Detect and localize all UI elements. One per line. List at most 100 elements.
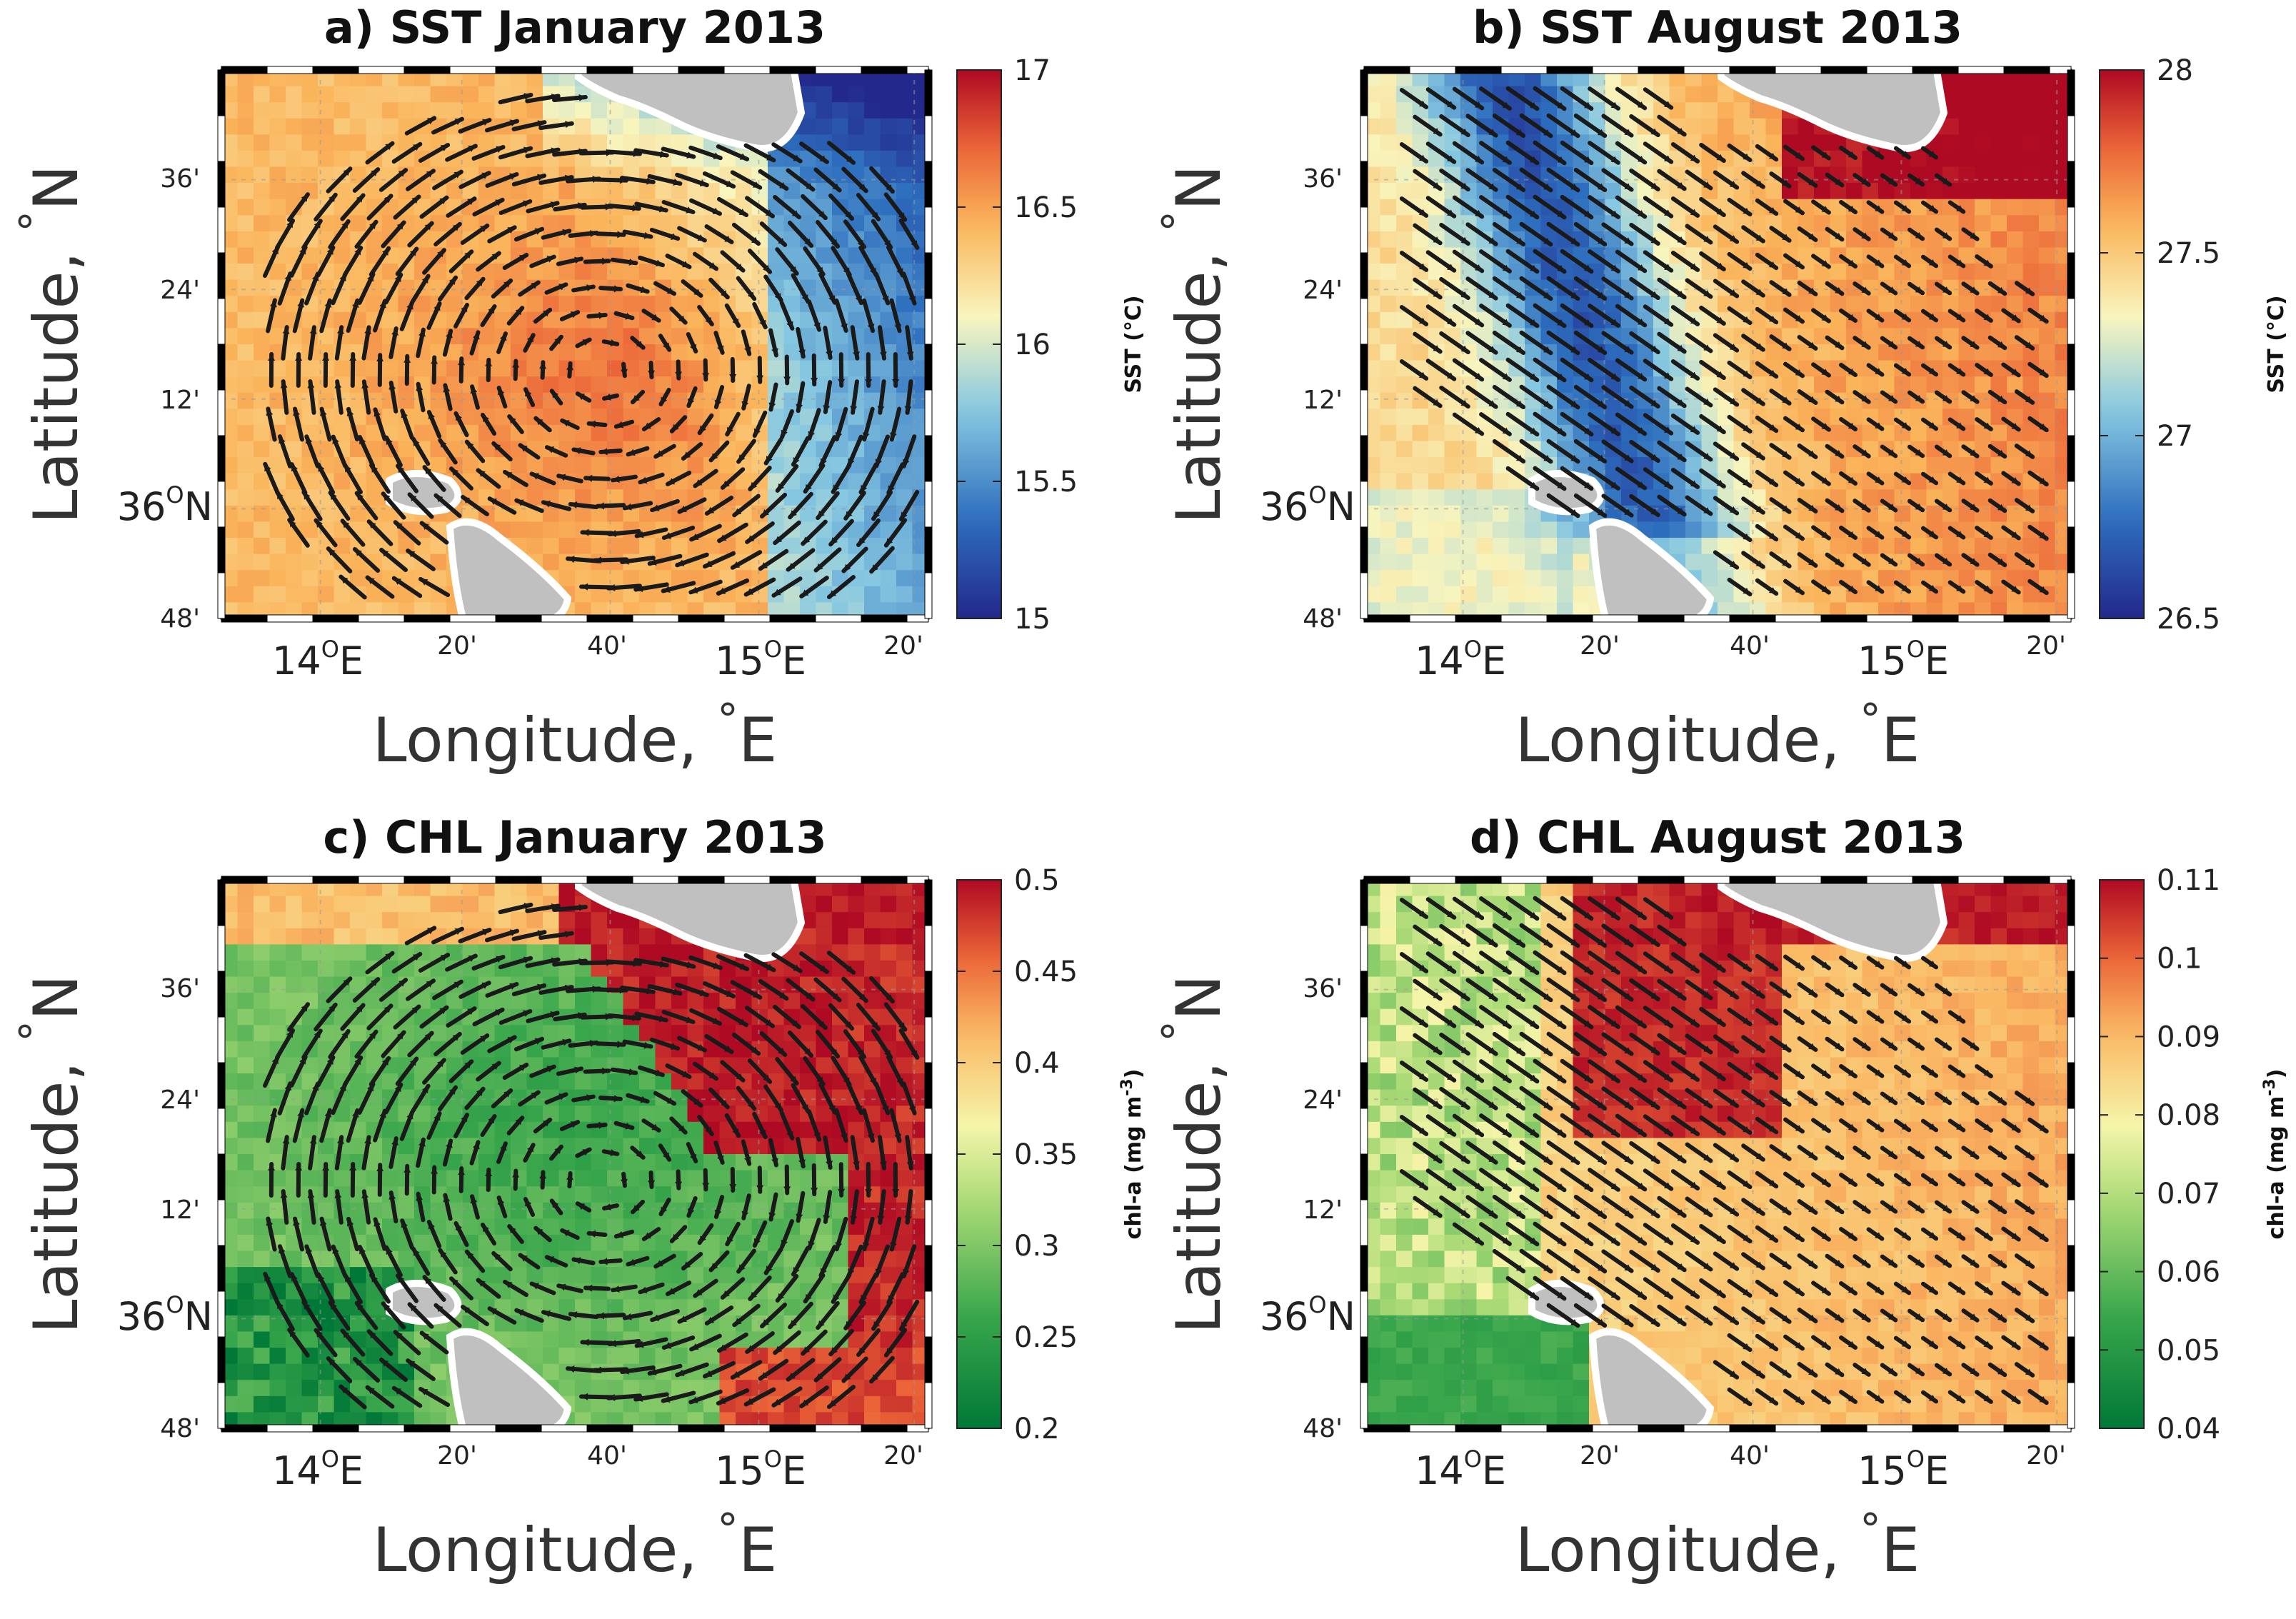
- arrow-head: [1848, 1069, 1856, 1076]
- arrow-head: [1835, 1206, 1843, 1213]
- arrow-head: [756, 375, 764, 382]
- arrow-head: [277, 491, 284, 500]
- arrow-head: [543, 500, 551, 508]
- arrow-head: [1703, 1263, 1711, 1270]
- arrow-head: [371, 1275, 379, 1283]
- arrow-head: [1570, 183, 1578, 191]
- arrow-head: [1716, 479, 1724, 486]
- arrow-head: [336, 327, 344, 334]
- arrow-head: [2025, 1206, 2033, 1213]
- arrow-head: [595, 1366, 602, 1374]
- arrow-head: [2011, 586, 2019, 593]
- arrow-head: [426, 118, 435, 125]
- arrow-head: [1610, 210, 1618, 217]
- arrow-head: [601, 448, 608, 456]
- arrow-head: [798, 1159, 806, 1167]
- arrow-head: [1488, 1210, 1496, 1217]
- arrow-head: [1557, 374, 1565, 381]
- arrow-head: [1433, 1155, 1440, 1162]
- arrow-head: [721, 290, 728, 298]
- arrow-head: [2039, 1395, 2047, 1403]
- arrow-head: [1808, 396, 1816, 403]
- arrow-head: [1821, 586, 1829, 593]
- arrow-head: [1942, 1368, 1950, 1375]
- arrow-head: [1716, 208, 1724, 215]
- arrow-head: [1703, 1100, 1711, 1107]
- colorbar-tick-label: 26.5: [2157, 603, 2220, 636]
- arrow-head: [719, 1344, 727, 1351]
- arrow-head: [1861, 1313, 1869, 1320]
- arrow-head: [1888, 1042, 1896, 1049]
- arrow-head: [336, 1137, 344, 1144]
- arrow-head: [485, 359, 493, 366]
- arrow-head: [1502, 373, 1510, 380]
- arrow-head: [1703, 453, 1711, 460]
- arrow-head: [1795, 532, 1803, 539]
- arrow-head: [531, 473, 539, 480]
- arrow-head: [489, 1308, 497, 1315]
- arrow-head: [280, 381, 288, 389]
- arrow-head: [778, 238, 786, 245]
- arrow-head: [1755, 397, 1763, 404]
- arrow-head: [403, 356, 411, 363]
- arrow-head: [759, 319, 766, 328]
- arrow-head: [718, 1397, 726, 1404]
- arrow-head: [671, 1233, 679, 1241]
- arrow-head: [286, 1030, 294, 1038]
- arrow-head: [443, 1195, 451, 1203]
- arrow-head: [1502, 1020, 1510, 1027]
- lon-tick-label: 20': [883, 1441, 923, 1470]
- arrow-head: [1808, 341, 1816, 349]
- arrow-head: [1755, 234, 1763, 241]
- arrow-head: [625, 312, 633, 320]
- arrow-head: [454, 118, 462, 126]
- arrow-head: [686, 151, 694, 159]
- arrow-head: [713, 152, 721, 159]
- arrow-head: [1808, 988, 1816, 996]
- arrow-head: [1515, 237, 1524, 245]
- arrow-head: [1997, 395, 2005, 403]
- arrow-head: [1928, 1123, 1937, 1131]
- arrow-head: [1447, 155, 1455, 162]
- arrow-head: [857, 1049, 865, 1057]
- arrow-head: [1942, 178, 1950, 185]
- arrow-head: [1650, 128, 1658, 136]
- arrow-head: [416, 1193, 423, 1201]
- arrow-head: [446, 1141, 453, 1148]
- arrow-head: [1782, 1206, 1790, 1213]
- arrow-head: [374, 1219, 381, 1227]
- arrow-head: [610, 339, 618, 346]
- arrow-head: [1942, 449, 1950, 456]
- arrow-head: [632, 1205, 640, 1213]
- colorbar-label: chl-a (mg m-3): [2261, 1069, 2289, 1240]
- arrow-head: [1970, 1368, 1977, 1375]
- arrow-head: [796, 1213, 803, 1221]
- arrow-head: [1447, 209, 1455, 216]
- arrow-head: [1956, 476, 1964, 483]
- lon-tick-14E: 14OE: [1415, 636, 1506, 683]
- arrow-head: [1433, 128, 1440, 135]
- arrow-head: [1861, 1096, 1869, 1103]
- arrow-head: [816, 1373, 823, 1380]
- arrow-head: [1610, 1183, 1618, 1190]
- arrow-head: [1743, 316, 1750, 324]
- arrow-head: [480, 226, 488, 233]
- colorbar-tick-label: 15.5: [1014, 466, 1078, 498]
- arrow-head: [726, 180, 734, 187]
- arrow-head: [570, 311, 578, 319]
- arrow-head: [1729, 452, 1738, 459]
- arrow-head: [324, 1110, 332, 1118]
- arrow-head: [1703, 1046, 1711, 1053]
- arrow-head: [482, 119, 490, 126]
- arrow-head: [896, 268, 903, 276]
- arrow-head: [818, 1021, 826, 1028]
- arrow-head: [304, 492, 311, 500]
- arrow-head: [775, 1345, 783, 1353]
- arrow-head: [364, 327, 372, 335]
- arrow-head: [351, 300, 359, 308]
- arrow-head: [697, 1044, 705, 1051]
- arrow-head: [309, 1137, 317, 1144]
- arrow-head: [1956, 531, 1964, 538]
- arrow-head: [1447, 1182, 1455, 1189]
